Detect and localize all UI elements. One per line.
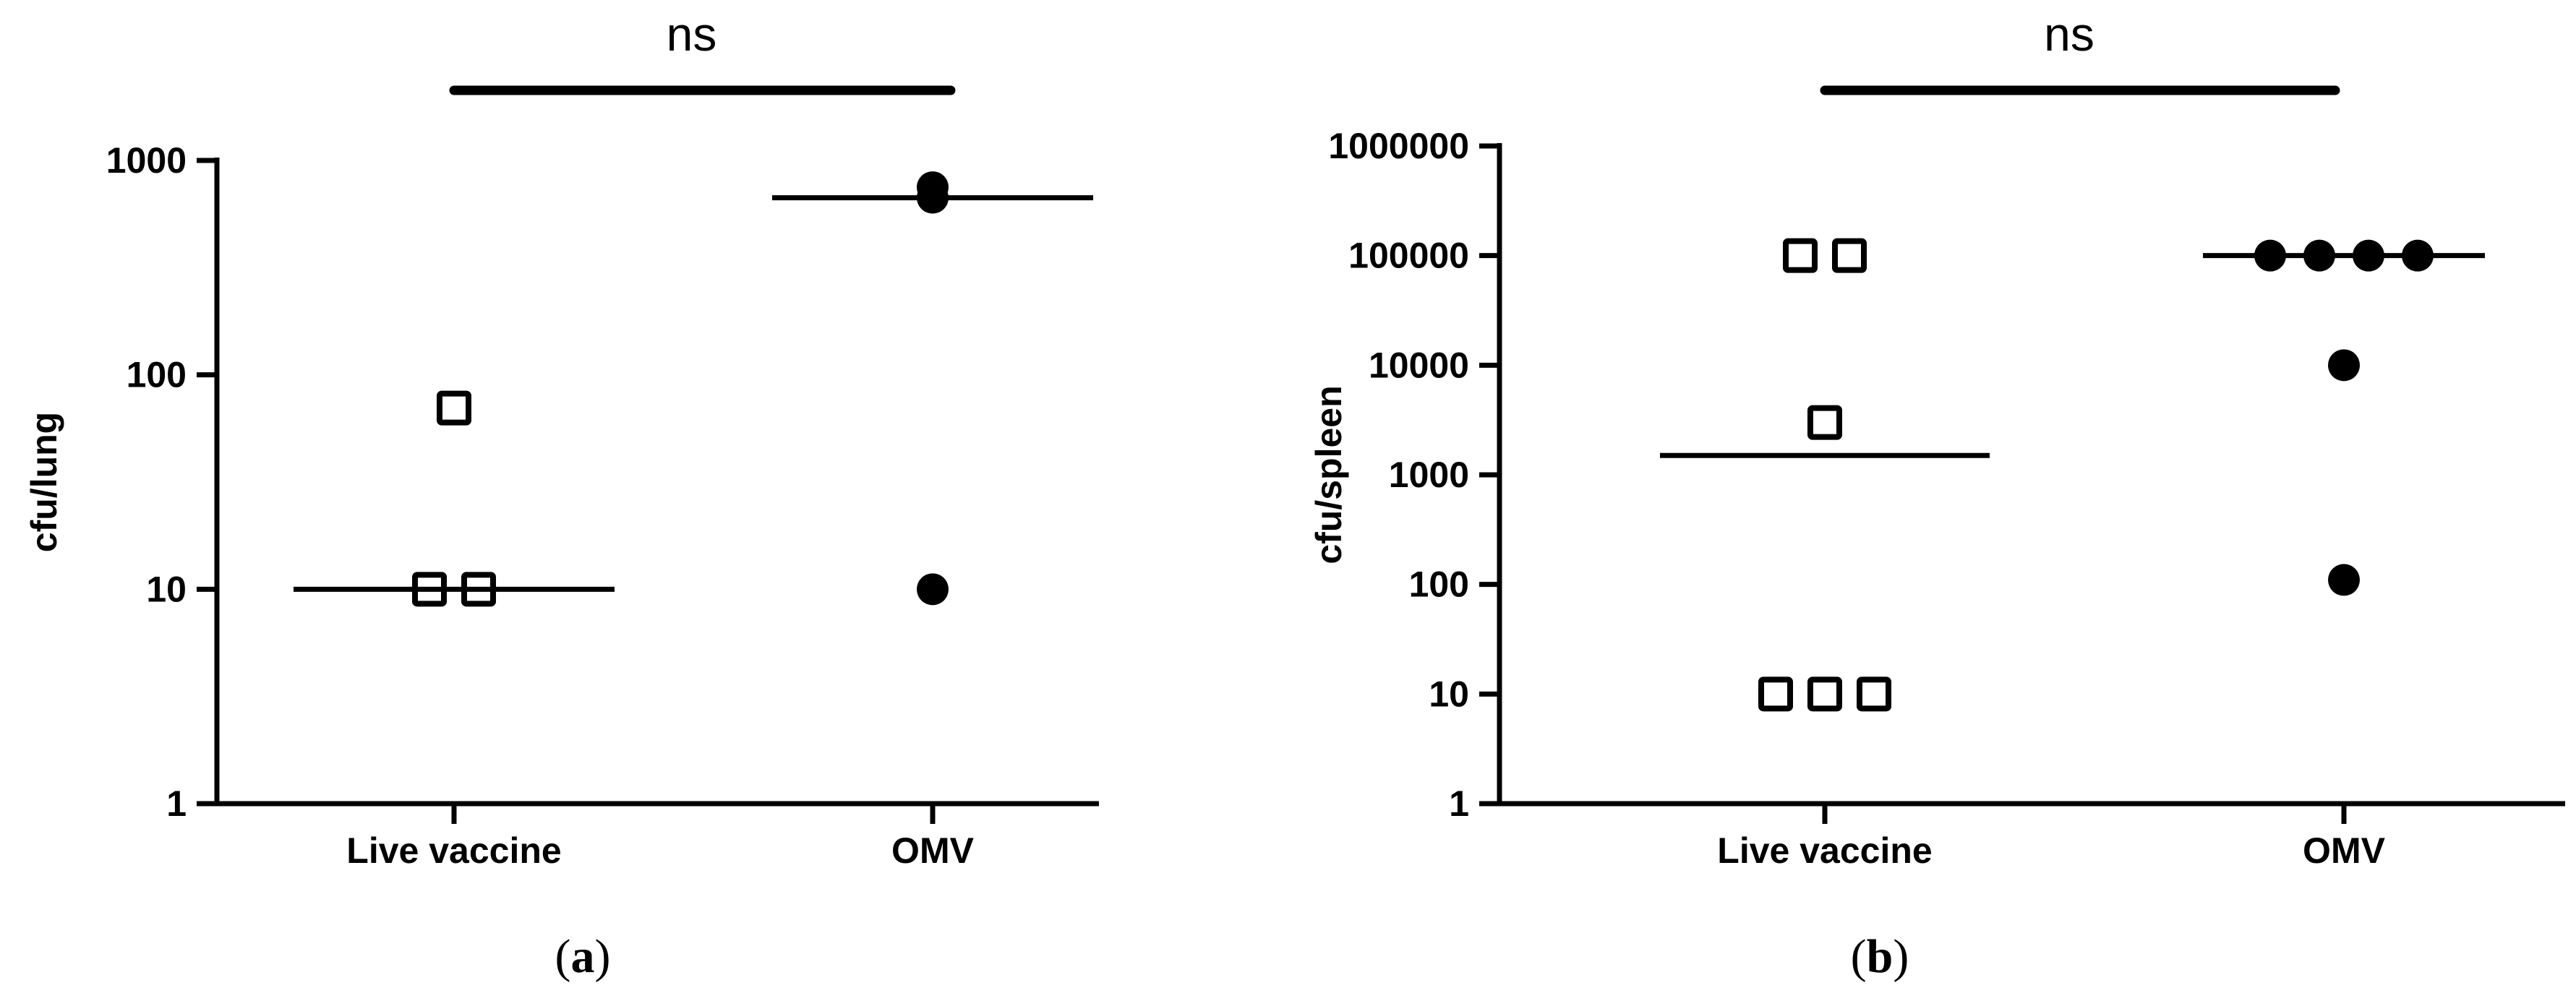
data-point [1783, 238, 1818, 273]
x-tick-label: OMV [891, 830, 975, 871]
panel-a: 1 10 100 1000 Live vaccine OMV cfu/lung ns (a) [24, 7, 1099, 983]
y-tick-label: 10 [1429, 674, 1469, 714]
data-point [437, 390, 471, 426]
data-point [2328, 564, 2360, 596]
y-tick-label: 1 [166, 783, 187, 824]
panel-label: (b) [1851, 930, 1909, 983]
y-tick-label: 100 [1409, 564, 1469, 605]
y-tick-label: 100 [127, 355, 187, 395]
significance-label: ns [667, 7, 717, 61]
y-axis-title: cfu/spleen [1309, 385, 1349, 564]
data-point [1807, 405, 1842, 440]
data-point [2328, 349, 2360, 382]
data-point [1857, 676, 1891, 712]
x-tick-label: Live vaccine [346, 830, 561, 871]
data-point [917, 573, 949, 606]
y-tick-label: 10000 [1369, 345, 1469, 385]
x-tick-label: OMV [2303, 830, 2386, 871]
panel-label-letter: b [1867, 930, 1894, 983]
panel-label-letter: a [571, 930, 595, 983]
y-tick-label: 1000 [1389, 455, 1469, 495]
y-tick-label: 1000000 [1328, 126, 1469, 166]
significance-label: ns [2044, 7, 2094, 61]
x-tick-label: Live vaccine [1717, 830, 1932, 871]
series-omv [2203, 239, 2485, 596]
y-tick-label: 10 [146, 569, 187, 609]
y-tick-label: 1000 [106, 140, 187, 181]
series-live-vaccine [294, 390, 615, 607]
y-tick-label: 1 [1449, 783, 1469, 824]
series-live-vaccine [1660, 238, 1990, 712]
series-omv [772, 171, 1093, 606]
y-axis-title: cfu/lung [24, 412, 64, 552]
data-point [1807, 676, 1842, 712]
data-point [1832, 238, 1867, 273]
panel-b: 1 10 100 1000 10000 100000 1000000 Live vaccine… [1309, 7, 2565, 983]
panel-label: (a) [555, 930, 611, 983]
y-tick-label: 100000 [1348, 236, 1469, 276]
data-point [1758, 676, 1793, 712]
